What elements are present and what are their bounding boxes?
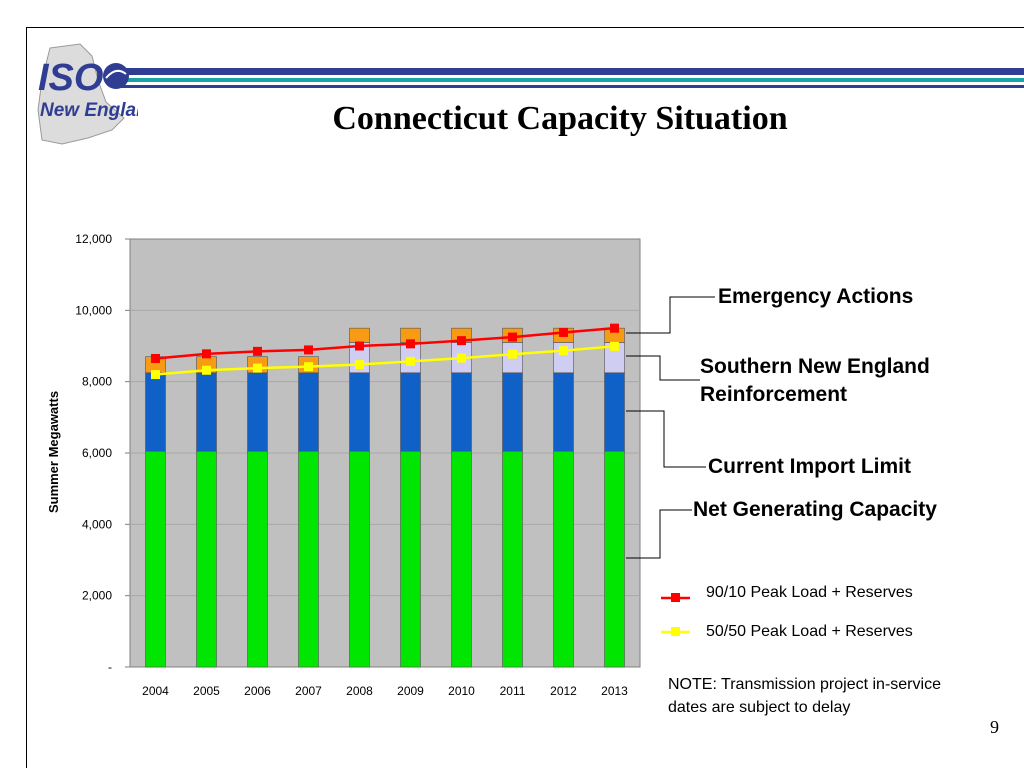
bar-segment-net-gen — [298, 450, 319, 668]
header-stripe-blue — [120, 68, 1024, 75]
logo-globe-icon — [103, 63, 129, 89]
x-tick-label: 2007 — [295, 684, 322, 698]
y-tick-label: 2,000 — [82, 589, 112, 603]
label-current-import-limit: Current Import Limit — [708, 455, 911, 478]
bar-segment-import — [196, 372, 217, 452]
series-marker-line-9010 — [559, 327, 568, 337]
connector-southern — [626, 355, 700, 381]
bar-segment-import — [247, 372, 268, 452]
x-tick-label: 2011 — [500, 684, 526, 698]
bar-segment-import — [502, 372, 523, 452]
bar-segment-net-gen — [247, 450, 268, 668]
bar-segment-net-gen — [553, 450, 574, 668]
series-marker-line-9010 — [457, 336, 466, 346]
x-tick-label: 2009 — [397, 684, 424, 698]
bar-segment-import — [298, 372, 319, 452]
bar-segment-net-gen — [145, 450, 166, 668]
legend-9010-label: 90/10 Peak Load + Reserves — [706, 584, 913, 601]
y-tick-label: - — [108, 660, 112, 674]
series-marker-line-5050 — [304, 362, 313, 372]
x-tick-label: 2004 — [142, 684, 169, 698]
transmission-note: NOTE: Transmission project in-service da… — [668, 676, 941, 716]
series-marker-line-5050 — [610, 341, 619, 351]
bar-segment-import — [349, 372, 370, 452]
x-tick-label: 2006 — [244, 684, 271, 698]
series-marker-line-9010 — [355, 341, 364, 351]
bar-segment-import — [451, 372, 472, 452]
series-marker-line-9010 — [508, 332, 517, 342]
y-axis-label: Summer Megawatts — [46, 391, 61, 513]
y-tick-label: 12,000 — [75, 232, 112, 246]
bar-segment-net-gen — [196, 450, 217, 668]
header-stripe-teal — [120, 78, 1024, 82]
label-net-generating-capacity: Net Generating Capacity — [693, 498, 937, 521]
label-southern-line1: Southern New England — [700, 355, 930, 378]
bar-segment-import — [145, 372, 166, 452]
x-tick-label: 2013 — [601, 684, 628, 698]
x-axis: 2004 2005 2006 2007 2008 2009 2010 2011 2012 2013 — [142, 684, 628, 698]
series-marker-line-5050 — [457, 353, 466, 363]
series-marker-line-9010 — [304, 345, 313, 355]
bar-segment-net-gen — [400, 450, 421, 668]
series-marker-line-5050 — [253, 363, 262, 373]
y-tick-label: 4,000 — [82, 517, 112, 531]
bar-segment-net-gen — [349, 450, 370, 668]
series-marker-line-5050 — [355, 360, 364, 370]
page-number: 9 — [990, 717, 999, 737]
slide-frame-top — [26, 27, 1024, 28]
label-southern-line2: Reinforcement — [700, 383, 848, 406]
bar-segment-emergency — [349, 327, 370, 343]
connector-net-gen — [626, 509, 692, 559]
logo-text-iso: ISO — [38, 57, 103, 99]
y-tick-label: 8,000 — [82, 375, 112, 389]
y-tick-label: 10,000 — [75, 303, 112, 317]
series-marker-line-5050 — [559, 346, 568, 356]
slide-frame-left — [26, 27, 27, 768]
y-axis: - 2,000 4,000 6,000 8,000 10,000 12,000 — [75, 232, 130, 674]
connector-import — [626, 410, 706, 468]
x-tick-label: 2005 — [193, 684, 220, 698]
logo-text-new-england: New England — [40, 100, 138, 121]
legend-5050-marker — [671, 627, 680, 636]
series-marker-line-9010 — [406, 339, 415, 349]
connector-emergency — [626, 296, 715, 334]
legend-9010-marker — [671, 593, 680, 602]
series-marker-line-9010 — [610, 323, 619, 333]
series-marker-line-5050 — [508, 349, 517, 359]
series-line-line-5050 — [155, 345, 615, 376]
bar-segment-net-gen — [604, 450, 625, 668]
bar-segment-net-gen — [502, 450, 523, 668]
series-marker-line-9010 — [253, 346, 262, 356]
series-marker-line-5050 — [202, 365, 211, 375]
series-line-line-9010 — [155, 326, 615, 360]
label-emergency-actions: Emergency Actions — [718, 285, 914, 308]
bar-segment-import — [604, 372, 625, 452]
iso-new-england-logo: ISO New England — [37, 43, 138, 145]
bar-segment-net-gen — [451, 450, 472, 668]
bar-segment-import — [400, 372, 421, 452]
series-marker-line-5050 — [406, 356, 415, 366]
x-tick-label: 2008 — [346, 684, 373, 698]
y-tick-label: 6,000 — [82, 446, 112, 460]
legend-5050-label: 50/50 Peak Load + Reserves — [706, 623, 913, 640]
slide-title: Connecticut Capacity Situation — [332, 100, 788, 137]
series-marker-line-9010 — [202, 349, 211, 359]
series-marker-line-9010 — [151, 353, 160, 363]
bar-segment-import — [553, 372, 574, 452]
header-stripe-blue-thin — [120, 85, 1024, 88]
load-lines — [151, 323, 619, 380]
x-tick-label: 2010 — [448, 684, 475, 698]
x-tick-label: 2012 — [550, 684, 577, 698]
series-marker-line-5050 — [151, 370, 160, 380]
stacked-bars — [145, 327, 625, 668]
